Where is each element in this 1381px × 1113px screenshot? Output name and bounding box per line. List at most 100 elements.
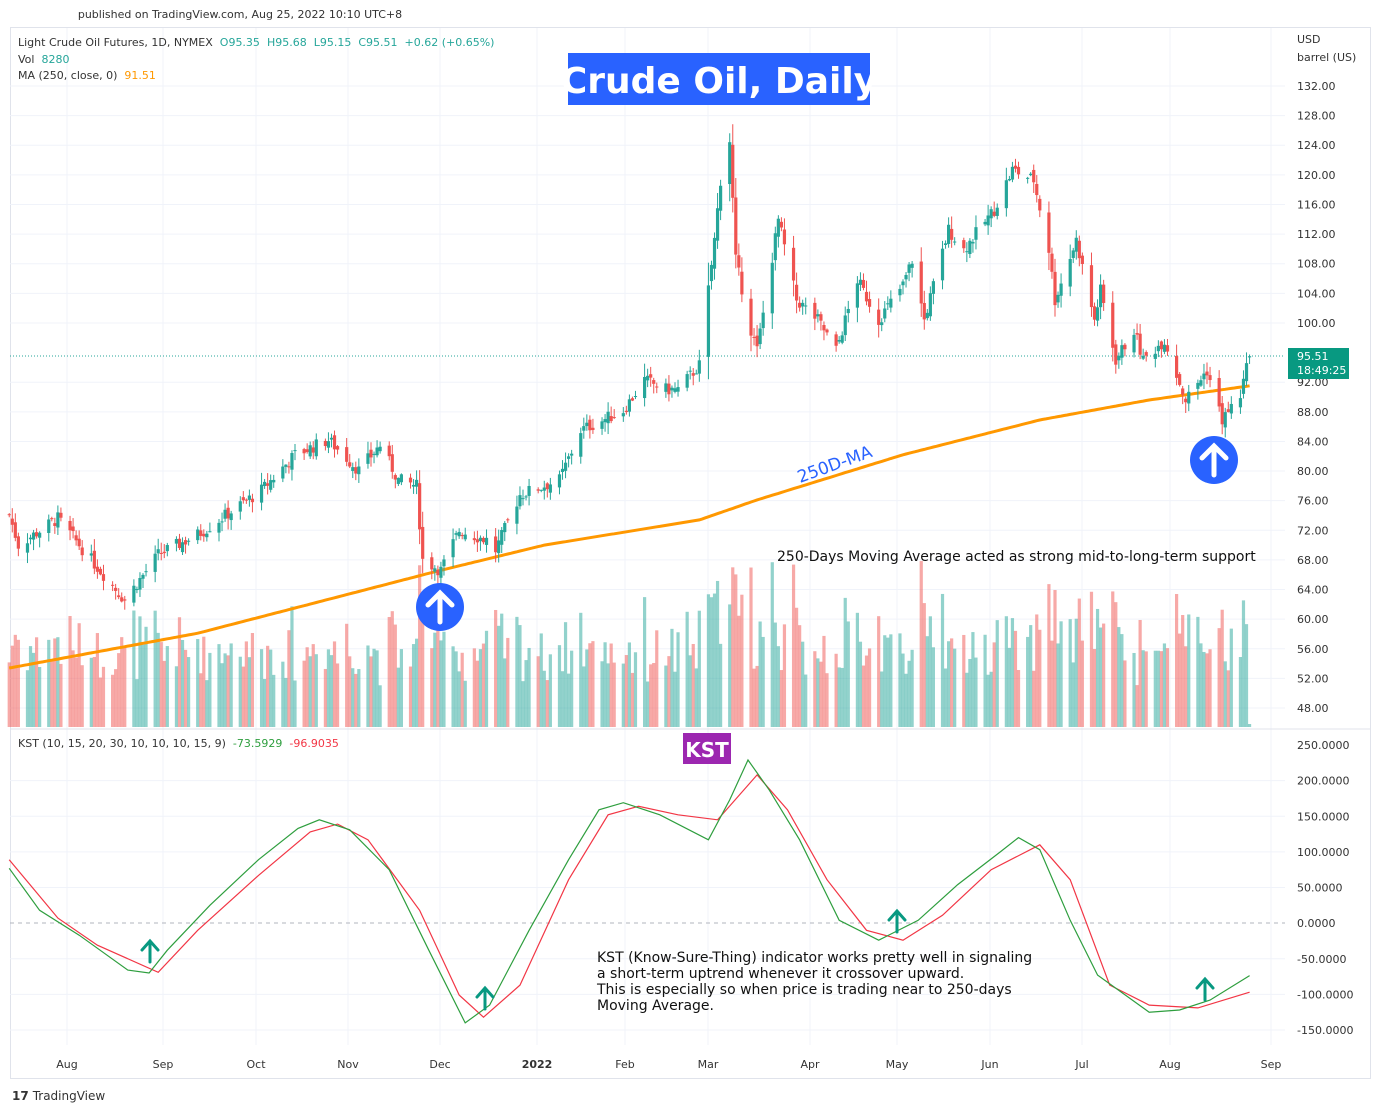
kst-tick-label: 200.0000 bbox=[1297, 775, 1350, 788]
price-tick-label: 128.00 bbox=[1297, 110, 1336, 123]
price-tick-label: 116.00 bbox=[1297, 198, 1336, 211]
volume-bar bbox=[1187, 614, 1191, 727]
candle-body bbox=[855, 283, 859, 308]
candle-body bbox=[971, 241, 975, 244]
volume-bar bbox=[77, 623, 81, 727]
candle-body bbox=[421, 526, 425, 559]
volume-bar bbox=[883, 635, 887, 727]
volume-bar bbox=[500, 613, 504, 727]
kst-axis[interactable]: 250.0000 200.0000 150.0000 100.0000 50.0000 0… bbox=[1297, 739, 1353, 1037]
tradingview-logo[interactable]: 17 TradingView bbox=[12, 1089, 106, 1103]
volume-bar bbox=[1117, 627, 1121, 727]
volume-bar bbox=[728, 604, 732, 727]
candle-body bbox=[983, 221, 987, 225]
candle-body bbox=[1053, 271, 1057, 306]
volume-bar bbox=[974, 657, 978, 727]
candle-body bbox=[174, 538, 179, 544]
volume-bar bbox=[1208, 649, 1212, 727]
candle-body bbox=[263, 481, 267, 487]
volume-bar bbox=[95, 633, 99, 727]
candle-body bbox=[177, 538, 182, 548]
candle-body bbox=[7, 514, 11, 516]
volume-bar bbox=[196, 639, 200, 727]
candle-body bbox=[706, 285, 711, 357]
candle-body bbox=[1223, 412, 1227, 428]
volume-bar bbox=[375, 650, 379, 727]
candle-body bbox=[293, 450, 297, 452]
candle-body bbox=[183, 540, 188, 545]
kst-tick-label: -150.0000 bbox=[1297, 1024, 1353, 1037]
volume-bar bbox=[1132, 652, 1136, 727]
volume-bar bbox=[1007, 647, 1011, 727]
time-tick-label: Nov bbox=[337, 1058, 359, 1071]
volume-bar bbox=[1199, 643, 1203, 727]
volume-bar bbox=[28, 646, 33, 727]
volume-bar bbox=[667, 656, 671, 727]
volume-bar bbox=[354, 673, 358, 727]
candle-body bbox=[883, 308, 887, 319]
candle-body bbox=[1217, 378, 1221, 407]
volume-bar bbox=[1114, 602, 1118, 727]
candle-body bbox=[837, 340, 841, 342]
volume-bar bbox=[199, 673, 203, 727]
candle-body bbox=[910, 263, 914, 268]
candle-body bbox=[478, 537, 483, 542]
volume-bar bbox=[691, 643, 695, 727]
candle-body bbox=[323, 440, 327, 447]
candle-body bbox=[734, 197, 738, 255]
candle-body bbox=[846, 308, 850, 314]
candle-body bbox=[314, 439, 318, 457]
candle-body bbox=[366, 453, 370, 464]
volume-bar bbox=[761, 636, 765, 727]
volume-bar bbox=[1047, 584, 1051, 727]
volume-bar bbox=[117, 653, 121, 727]
candle-body bbox=[840, 335, 844, 343]
volume-bar bbox=[223, 653, 227, 727]
open-value: O95.35 bbox=[219, 36, 260, 49]
kst-signal-value: -96.9035 bbox=[289, 737, 339, 750]
candle-body bbox=[813, 302, 817, 319]
candle-body bbox=[928, 293, 932, 317]
candle-body bbox=[135, 589, 139, 591]
candle-body bbox=[1114, 344, 1118, 365]
volume-bar bbox=[59, 663, 63, 727]
candle-body bbox=[244, 499, 248, 501]
volume-bar bbox=[31, 652, 36, 727]
volume-bar bbox=[1226, 670, 1230, 727]
volume-bar bbox=[132, 610, 136, 727]
volume-bar bbox=[1077, 598, 1081, 727]
volume-bar bbox=[290, 606, 294, 727]
time-tick-label: Jun bbox=[980, 1058, 998, 1071]
volume-bar bbox=[1196, 616, 1200, 727]
time-axis[interactable]: Aug Sep Oct Nov Dec 2022 Feb Mar Apr May Jun Jul Aug… bbox=[56, 1058, 1281, 1071]
candle-body bbox=[761, 312, 765, 329]
price-tick-label: 56.00 bbox=[1297, 643, 1329, 656]
candle-body bbox=[226, 507, 230, 519]
volume-bar bbox=[1178, 633, 1182, 727]
volume-bar bbox=[138, 616, 142, 727]
candle-body bbox=[454, 533, 458, 535]
candle-body bbox=[752, 336, 756, 338]
candle-body bbox=[715, 208, 720, 241]
price-tick-label: 120.00 bbox=[1297, 169, 1336, 182]
candle-body bbox=[643, 376, 647, 399]
candle-body bbox=[919, 261, 923, 304]
candle-body bbox=[290, 453, 294, 470]
volume-bar bbox=[162, 660, 166, 727]
volume-bar bbox=[864, 655, 869, 727]
volume-bar bbox=[50, 661, 54, 727]
volume-bar bbox=[910, 649, 914, 727]
candle-body bbox=[372, 453, 376, 455]
candle-body bbox=[89, 553, 93, 556]
volume-bars bbox=[7, 561, 1252, 727]
volume-legend: Vol 8280 bbox=[18, 53, 69, 66]
volume-bar bbox=[740, 594, 744, 727]
candle-body bbox=[950, 228, 954, 240]
candle-body bbox=[697, 360, 701, 374]
price-axis[interactable]: 132.00 128.00 124.00 120.00 116.00 112.00 108.… bbox=[1297, 80, 1336, 715]
candle-body bbox=[196, 529, 200, 541]
candle-body bbox=[585, 422, 589, 427]
candles bbox=[7, 124, 1252, 610]
